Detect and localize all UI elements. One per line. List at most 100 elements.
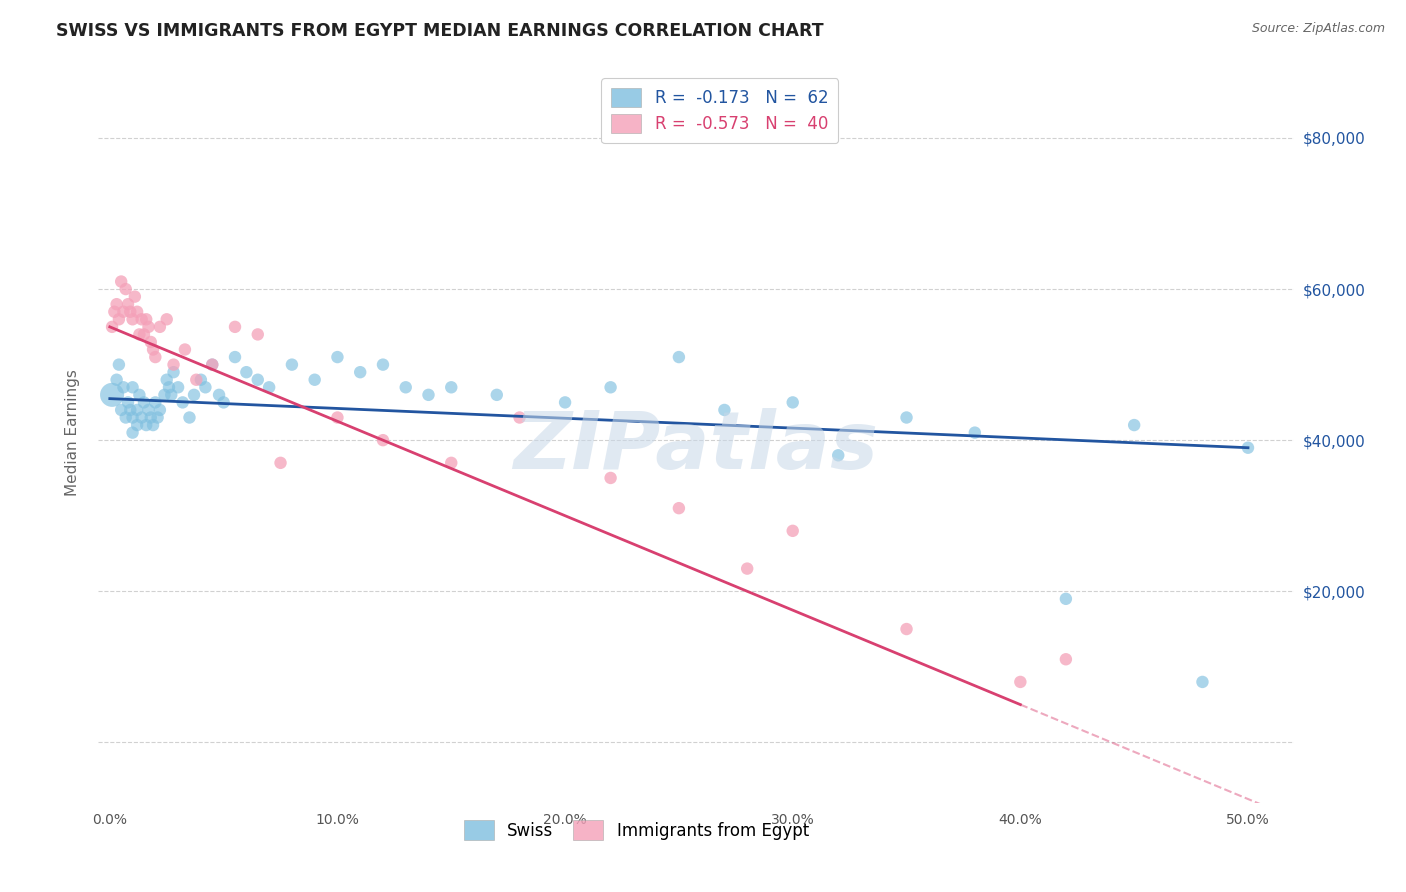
Point <box>138 319 160 334</box>
Point <box>149 319 172 334</box>
Point <box>713 403 735 417</box>
Point <box>896 622 918 636</box>
Point <box>485 388 508 402</box>
Point <box>224 350 246 364</box>
Point <box>186 373 208 387</box>
Point <box>167 380 190 394</box>
Point <box>127 403 149 417</box>
Point <box>139 410 162 425</box>
Point <box>1054 591 1077 606</box>
Point <box>440 380 463 394</box>
Point <box>153 388 176 402</box>
Point <box>183 388 205 402</box>
Point <box>110 275 132 289</box>
Point <box>371 358 394 372</box>
Point <box>235 365 257 379</box>
Point <box>554 395 576 409</box>
Point <box>108 312 131 326</box>
Point <box>371 433 394 447</box>
Point <box>101 388 124 402</box>
Point <box>896 410 918 425</box>
Point <box>827 448 849 462</box>
Point <box>599 471 621 485</box>
Point <box>149 403 172 417</box>
Point <box>162 365 184 379</box>
Point <box>190 373 212 387</box>
Point <box>304 373 326 387</box>
Point <box>1054 652 1077 666</box>
Point <box>208 388 231 402</box>
Point <box>128 388 150 402</box>
Point <box>110 403 132 417</box>
Point <box>156 373 179 387</box>
Point <box>1191 674 1213 689</box>
Point <box>224 319 246 334</box>
Point <box>509 410 531 425</box>
Point <box>281 358 304 372</box>
Point <box>599 380 621 394</box>
Text: SWISS VS IMMIGRANTS FROM EGYPT MEDIAN EARNINGS CORRELATION CHART: SWISS VS IMMIGRANTS FROM EGYPT MEDIAN EA… <box>56 22 824 40</box>
Point <box>138 403 160 417</box>
Point <box>160 388 183 402</box>
Point <box>132 327 155 342</box>
Point <box>1010 674 1032 689</box>
Point <box>103 304 125 318</box>
Point <box>120 403 142 417</box>
Point <box>121 312 143 326</box>
Point <box>101 319 124 334</box>
Point <box>139 334 162 349</box>
Point <box>117 395 139 409</box>
Point <box>127 418 149 433</box>
Point <box>201 358 224 372</box>
Point <box>735 561 758 575</box>
Point <box>782 524 804 538</box>
Point <box>105 297 128 311</box>
Point <box>135 312 157 326</box>
Point <box>132 395 155 409</box>
Point <box>143 350 166 364</box>
Point <box>270 456 292 470</box>
Point <box>131 410 153 425</box>
Point <box>418 388 440 402</box>
Point <box>128 327 150 342</box>
Point <box>114 410 136 425</box>
Point <box>105 373 128 387</box>
Point <box>142 418 165 433</box>
Point <box>194 380 217 394</box>
Point <box>142 343 165 357</box>
Legend: Swiss, Immigrants from Egypt: Swiss, Immigrants from Egypt <box>457 814 815 847</box>
Point <box>162 358 184 372</box>
Point <box>246 373 269 387</box>
Point <box>120 304 142 318</box>
Point <box>117 297 139 311</box>
Point <box>127 304 149 318</box>
Point <box>326 350 349 364</box>
Point <box>121 410 143 425</box>
Y-axis label: Median Earnings: Median Earnings <box>65 369 80 496</box>
Point <box>156 312 179 326</box>
Point <box>179 410 201 425</box>
Point <box>395 380 418 394</box>
Point <box>668 350 690 364</box>
Point <box>108 358 131 372</box>
Point <box>121 380 143 394</box>
Point <box>201 358 224 372</box>
Point <box>121 425 143 440</box>
Point <box>212 395 235 409</box>
Point <box>668 501 690 516</box>
Point <box>257 380 280 394</box>
Point <box>114 282 136 296</box>
Point <box>1237 441 1260 455</box>
Point <box>112 304 135 318</box>
Text: ZIPatlas: ZIPatlas <box>513 409 879 486</box>
Text: Source: ZipAtlas.com: Source: ZipAtlas.com <box>1251 22 1385 36</box>
Point <box>172 395 194 409</box>
Point <box>782 395 804 409</box>
Point <box>112 380 135 394</box>
Point <box>1123 418 1146 433</box>
Point <box>157 380 180 394</box>
Point <box>131 312 153 326</box>
Point <box>326 410 349 425</box>
Point <box>349 365 371 379</box>
Point <box>124 290 146 304</box>
